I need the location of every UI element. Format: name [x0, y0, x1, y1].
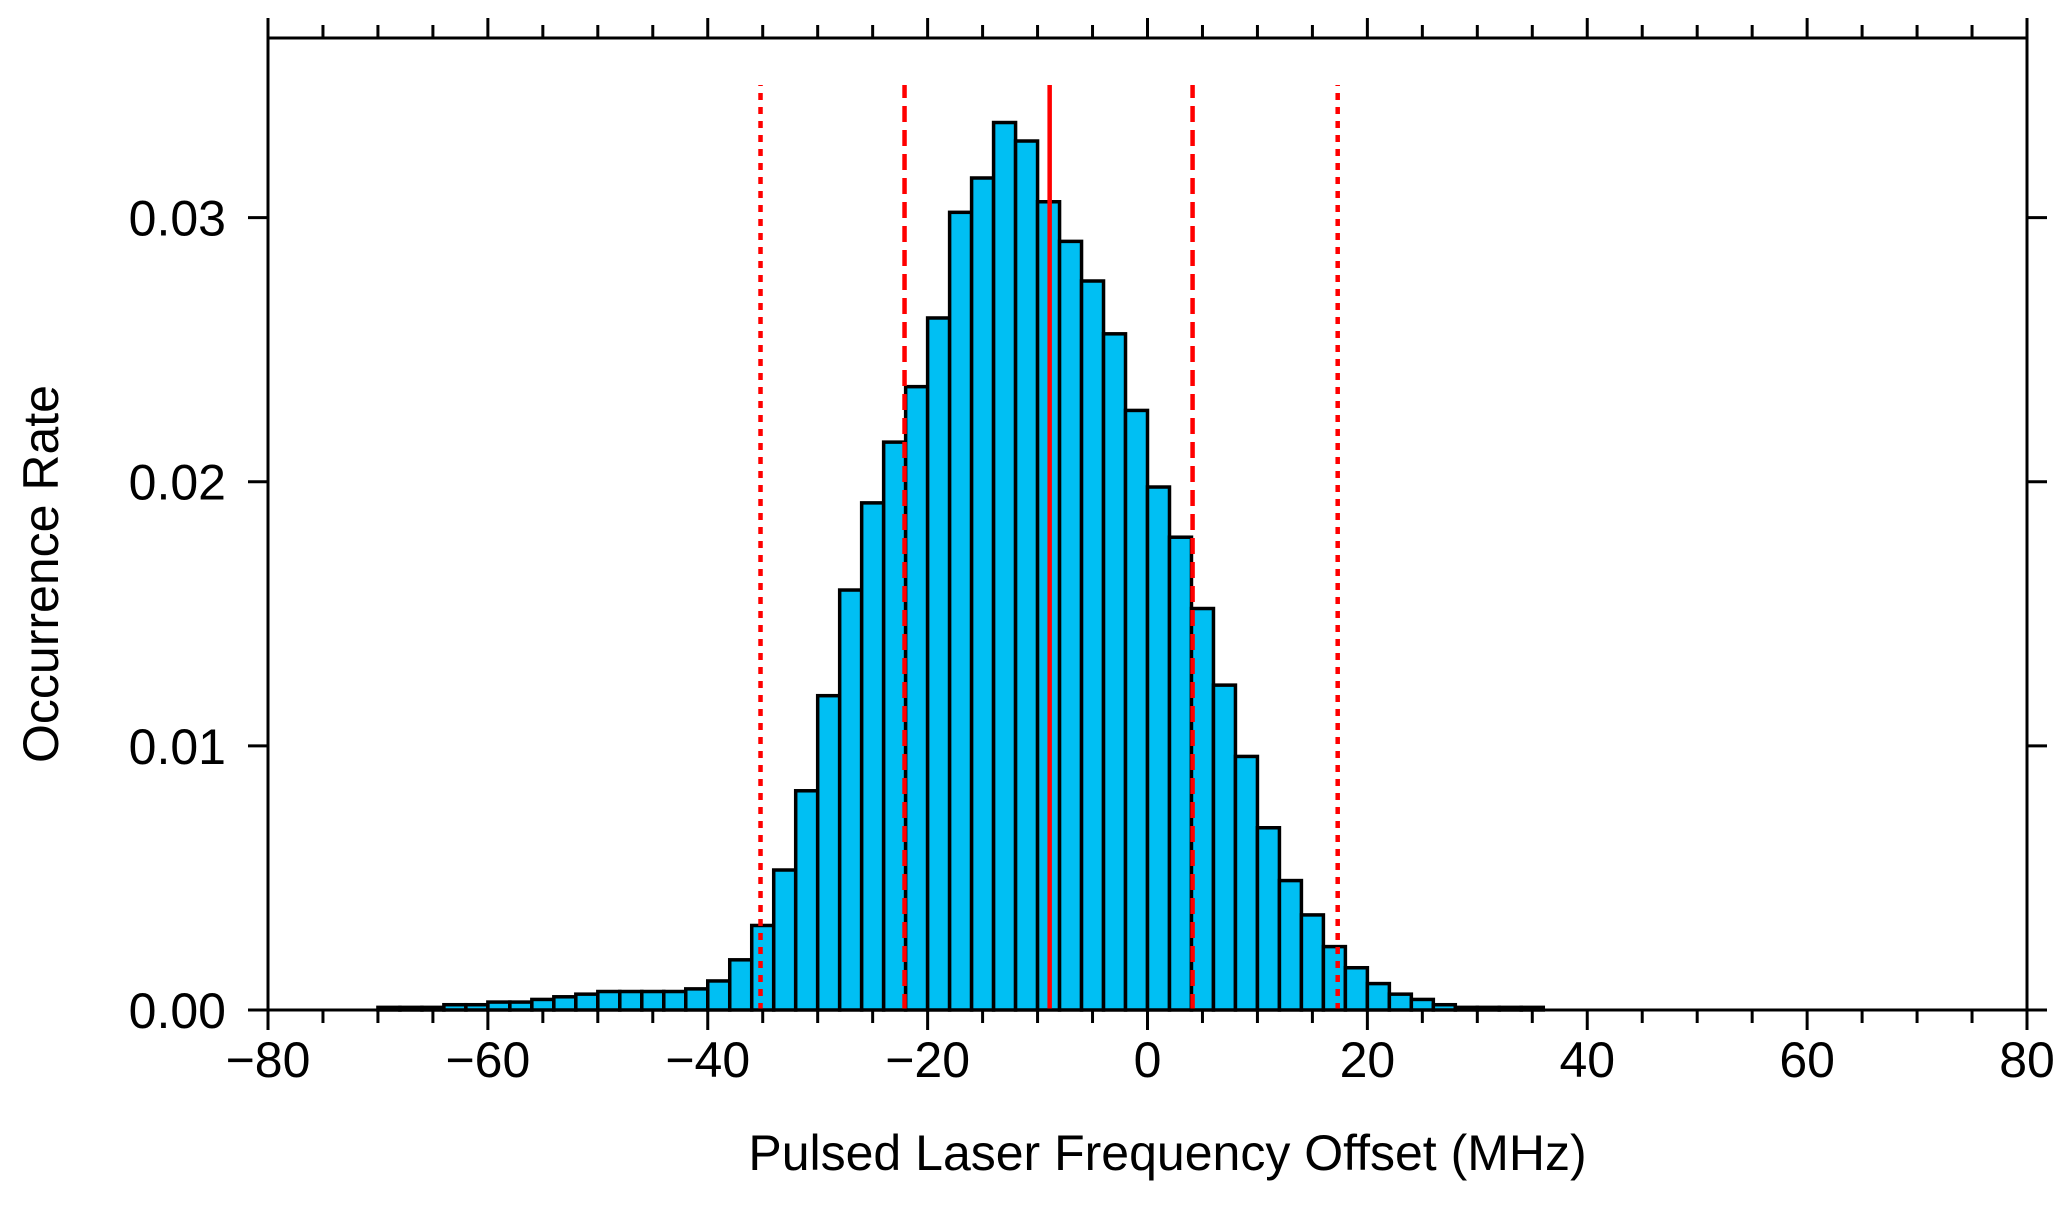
histogram-bar	[706, 979, 732, 1012]
histogram-bar	[1343, 965, 1370, 1012]
x-tick-label: −20	[885, 1032, 970, 1088]
x-tick-labels: −80 −60 −40 −20 0 20 40 60 80	[226, 1032, 2055, 1088]
histogram-bar	[1387, 992, 1414, 1012]
histogram-bar	[793, 789, 820, 1012]
histogram-bar	[1365, 981, 1392, 1012]
x-tick-label: 40	[1559, 1032, 1615, 1088]
histogram-bar	[771, 868, 798, 1012]
histogram-bar	[969, 176, 996, 1012]
histogram-bar	[1057, 239, 1084, 1012]
x-tick-label: −60	[445, 1032, 530, 1088]
histogram-bar	[1167, 535, 1194, 1012]
histogram-bar	[1233, 754, 1260, 1012]
x-tick-label: 80	[1999, 1032, 2055, 1088]
histogram-bar	[1321, 944, 1348, 1012]
histogram-bar	[859, 501, 886, 1012]
y-tick-labels: 0.00 0.01 0.02 0.03	[129, 191, 226, 1039]
reference-lines	[758, 85, 1340, 1010]
histogram-bar	[991, 120, 1018, 1012]
histogram-bar	[947, 210, 974, 1012]
histogram-bar	[1013, 139, 1040, 1012]
histogram-bar	[1409, 997, 1436, 1012]
y-tick-label: 0.03	[129, 191, 226, 247]
histogram-bar	[1277, 878, 1304, 1012]
x-axis-title: Pulsed Laser Frequency Offset (MHz)	[748, 1125, 1586, 1181]
histogram-bar	[596, 989, 622, 1012]
x-tick-label: 60	[1779, 1032, 1835, 1088]
histogram-bar	[1101, 332, 1128, 1012]
histogram-bar	[1255, 826, 1282, 1012]
histogram-bar	[662, 989, 688, 1012]
histogram-bar	[574, 992, 600, 1012]
histogram-bar	[903, 384, 930, 1012]
histogram-bar	[1123, 408, 1150, 1012]
histogram-bar	[684, 987, 710, 1012]
x-tick-label: −80	[226, 1032, 311, 1088]
histogram-bar	[1145, 485, 1172, 1012]
bars	[376, 120, 1546, 1012]
histogram-bar	[552, 995, 578, 1012]
histogram-bar	[837, 588, 864, 1012]
y-tick-label: 0.02	[129, 455, 226, 511]
histogram-bar	[530, 997, 556, 1012]
x-tick-label: 0	[1134, 1032, 1162, 1088]
y-axis-title: Occurrence Rate	[13, 385, 69, 763]
x-tick-label: −40	[665, 1032, 750, 1088]
histogram-bar	[1211, 683, 1238, 1012]
y-tick-label: 0.01	[129, 719, 226, 775]
histogram-bar	[618, 989, 644, 1012]
axis-ticks	[248, 18, 2047, 1030]
x-tick-label: 20	[1340, 1032, 1396, 1088]
histogram-bar	[815, 693, 842, 1012]
histogram-bar	[1079, 279, 1106, 1012]
histogram-bar	[727, 958, 754, 1012]
y-tick-label: 0.00	[129, 983, 226, 1039]
histogram-bar	[925, 316, 952, 1012]
histogram-bar	[640, 989, 666, 1012]
histogram-bar	[1299, 913, 1326, 1012]
